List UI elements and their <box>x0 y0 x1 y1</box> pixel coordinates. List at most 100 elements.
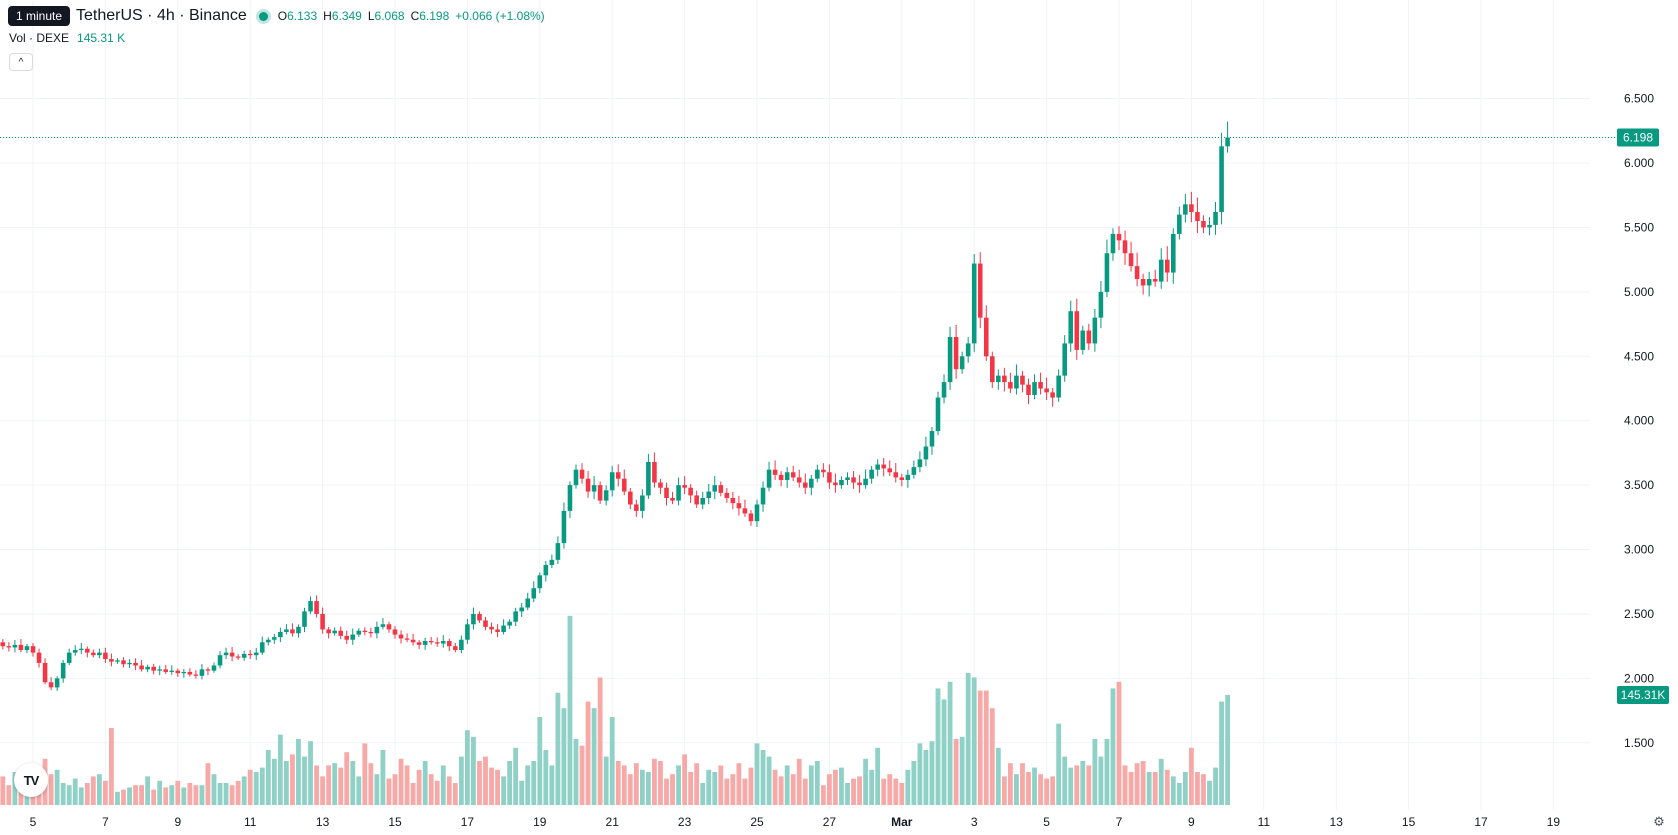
volume-bar <box>1116 681 1122 805</box>
volume-bar <box>483 756 488 805</box>
volume-bar <box>247 769 253 805</box>
candle-body <box>640 495 645 511</box>
volume-bar <box>977 690 983 805</box>
chevron-up-icon[interactable]: ^ <box>9 53 33 71</box>
volume-bar <box>495 769 500 805</box>
volume-bar <box>78 787 84 805</box>
candle-body <box>440 641 446 644</box>
volume-bar <box>754 743 760 805</box>
candle-body <box>290 629 295 634</box>
gear-icon[interactable]: ⚙ <box>1653 814 1665 829</box>
volume-bar <box>670 774 675 805</box>
y-tick-label: 3.000 <box>1624 543 1654 557</box>
volume-bar <box>929 741 935 805</box>
volume-bar <box>579 745 585 805</box>
volume-bar <box>1213 767 1218 805</box>
volume-bar <box>863 758 869 805</box>
volume-bar <box>422 761 428 805</box>
volume-bar <box>645 772 651 805</box>
volume-bar <box>893 778 899 805</box>
y-tick-label: 3.500 <box>1624 478 1654 492</box>
y-tick-label: 5.000 <box>1624 285 1654 299</box>
market-status-icon[interactable] <box>258 11 268 21</box>
candle-body <box>628 491 633 505</box>
candle-body <box>1050 392 1055 398</box>
volume-bar <box>229 785 235 805</box>
volume-bar <box>706 769 712 805</box>
last-price-badge <box>1617 128 1659 147</box>
volume-bar <box>1195 772 1200 805</box>
x-tick-label: 11 <box>244 815 257 829</box>
volume-bar <box>833 769 838 805</box>
symbol-title[interactable]: TetherUS · 4h · Binance <box>76 7 247 24</box>
x-tick-label: 27 <box>823 815 837 829</box>
candle-body <box>374 626 380 634</box>
candle-body <box>1213 212 1218 225</box>
volume-bar <box>1219 701 1224 805</box>
candle-body <box>169 670 175 672</box>
candle-body <box>1183 204 1188 215</box>
candle-body <box>1056 375 1061 398</box>
volume-bar <box>277 734 283 805</box>
candle-body <box>748 513 754 522</box>
price-change: +0.066 (+1.08%) <box>455 9 545 23</box>
volume-bar <box>163 787 169 805</box>
candle-body <box>477 613 482 621</box>
volume-bar <box>368 763 374 805</box>
candle-body <box>712 485 718 492</box>
volume-bar <box>121 789 126 805</box>
candle-body <box>235 656 241 658</box>
volume-bar <box>211 774 217 805</box>
volume-bar <box>796 758 802 805</box>
candle-body <box>591 485 597 492</box>
volume-bar <box>513 747 519 805</box>
volume-bar <box>374 774 380 805</box>
candle-body <box>531 588 537 599</box>
volume-bar <box>658 761 663 805</box>
volume-legend[interactable]: Vol · DEXE 145.31 K <box>9 31 125 45</box>
volume-bar <box>1098 756 1104 805</box>
volume-bar <box>820 785 826 805</box>
volume-bar <box>700 783 706 805</box>
candle-body <box>356 630 362 635</box>
volume-bar <box>742 778 748 805</box>
tradingview-logo-icon[interactable]: TV <box>14 763 48 797</box>
candle-body <box>615 472 621 479</box>
candle-body <box>790 472 796 478</box>
volume-bar <box>965 673 971 805</box>
volume-bar <box>1026 772 1031 805</box>
volume-bar <box>953 739 959 805</box>
volume-bar <box>507 761 513 805</box>
volume-bar <box>265 750 271 805</box>
volume-bar <box>971 677 977 805</box>
candle-body <box>682 485 687 488</box>
volume-bar <box>489 767 494 805</box>
candle-body <box>658 482 663 488</box>
candle-body <box>1086 330 1092 344</box>
candle-body <box>1219 146 1224 213</box>
volume-bar <box>386 778 392 805</box>
volume-bar <box>917 743 923 805</box>
volume-bar <box>54 769 60 805</box>
candle-body <box>1146 279 1152 286</box>
candle-body <box>410 639 416 643</box>
candle-body <box>634 504 639 511</box>
candle-body <box>434 642 440 644</box>
candle-body <box>471 613 476 625</box>
candle-body <box>754 504 760 522</box>
candle-body <box>97 652 102 656</box>
volume-bar <box>72 778 78 805</box>
volume-bar <box>392 774 398 805</box>
volume-bar <box>205 763 211 805</box>
candle-body <box>404 638 410 640</box>
candle-body <box>772 469 778 475</box>
volume-bar <box>1068 767 1074 805</box>
candle-body <box>54 678 60 688</box>
volume-bar <box>585 701 591 805</box>
volume-bar <box>905 769 911 805</box>
volume-bar <box>1080 761 1086 805</box>
candle-body <box>1225 137 1230 147</box>
candle-body <box>821 469 826 473</box>
candle-body <box>259 642 265 653</box>
